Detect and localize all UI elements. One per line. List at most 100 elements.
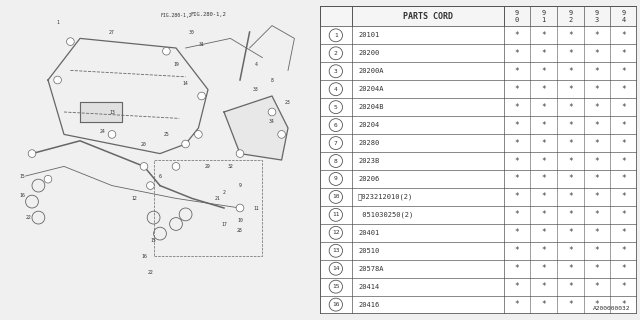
Text: *: *: [515, 228, 520, 237]
Text: *: *: [515, 246, 520, 255]
Bar: [320, 152, 637, 170]
Text: 34: 34: [269, 119, 275, 124]
Text: 21: 21: [215, 196, 220, 201]
Text: ⓝ023212010(2): ⓝ023212010(2): [358, 194, 413, 200]
Text: *: *: [515, 31, 520, 40]
Text: 5: 5: [334, 105, 338, 110]
Circle shape: [236, 150, 244, 157]
Text: 20280: 20280: [358, 140, 380, 146]
Text: *: *: [621, 121, 626, 130]
Text: 20414: 20414: [358, 284, 380, 290]
Text: 13: 13: [109, 109, 115, 115]
Text: 9: 9: [239, 183, 241, 188]
Text: *: *: [515, 49, 520, 58]
Text: *: *: [595, 246, 599, 255]
Text: 20510: 20510: [358, 248, 380, 254]
Text: *: *: [595, 67, 599, 76]
Text: *: *: [568, 192, 573, 201]
Text: 20401: 20401: [358, 230, 380, 236]
Bar: [320, 242, 637, 260]
Text: *: *: [515, 300, 520, 309]
Text: 12: 12: [332, 230, 340, 235]
Text: *: *: [568, 67, 573, 76]
Text: *: *: [568, 210, 573, 220]
Text: *: *: [541, 139, 546, 148]
Text: 6: 6: [159, 173, 161, 179]
Text: *: *: [595, 156, 599, 165]
Text: 20204B: 20204B: [358, 104, 383, 110]
Text: PARTS CORD: PARTS CORD: [403, 12, 452, 21]
Text: A200000032: A200000032: [593, 306, 630, 310]
Polygon shape: [80, 102, 122, 122]
Circle shape: [108, 131, 116, 138]
Circle shape: [278, 131, 285, 138]
Text: *: *: [568, 156, 573, 165]
Text: *: *: [621, 210, 626, 220]
Text: *: *: [621, 300, 626, 309]
Text: 14: 14: [332, 266, 340, 271]
Text: 20: 20: [141, 141, 147, 147]
Text: 20206: 20206: [358, 176, 380, 182]
Text: 20416: 20416: [358, 302, 380, 308]
Text: *: *: [568, 139, 573, 148]
Text: 19: 19: [173, 61, 179, 67]
Text: 15: 15: [20, 173, 25, 179]
Text: *: *: [541, 49, 546, 58]
Text: *: *: [595, 31, 599, 40]
Text: 4: 4: [255, 61, 257, 67]
Text: *: *: [541, 85, 546, 94]
Bar: [320, 224, 637, 242]
Text: 9
3: 9 3: [595, 10, 599, 23]
Text: 24: 24: [100, 129, 105, 134]
Circle shape: [198, 92, 205, 100]
Text: 16: 16: [20, 193, 25, 198]
Bar: [320, 206, 637, 224]
Text: 20204: 20204: [358, 122, 380, 128]
Text: 33: 33: [253, 87, 259, 92]
Text: 9
4: 9 4: [621, 10, 626, 23]
Circle shape: [182, 140, 189, 148]
Text: *: *: [515, 210, 520, 220]
Text: 20200A: 20200A: [358, 68, 383, 74]
Text: 8: 8: [271, 77, 273, 83]
Text: *: *: [541, 156, 546, 165]
Text: *: *: [515, 156, 520, 165]
Circle shape: [67, 38, 74, 45]
Text: *: *: [541, 67, 546, 76]
Text: 20200: 20200: [358, 50, 380, 56]
Text: 15: 15: [151, 237, 156, 243]
Circle shape: [163, 47, 170, 55]
Circle shape: [54, 76, 61, 84]
Text: 1: 1: [56, 20, 59, 25]
Text: *: *: [621, 228, 626, 237]
Text: *: *: [568, 246, 573, 255]
Text: *: *: [595, 228, 599, 237]
Text: *: *: [621, 264, 626, 273]
Text: *: *: [595, 139, 599, 148]
Text: *: *: [621, 31, 626, 40]
Bar: [320, 116, 637, 134]
Text: 11: 11: [253, 205, 259, 211]
Text: 2: 2: [334, 51, 338, 56]
Text: *: *: [595, 210, 599, 220]
Text: *: *: [568, 121, 573, 130]
Circle shape: [147, 182, 154, 189]
Text: *: *: [541, 31, 546, 40]
Text: *: *: [568, 31, 573, 40]
Text: *: *: [595, 49, 599, 58]
Text: *: *: [595, 174, 599, 183]
Bar: [320, 296, 637, 314]
Text: *: *: [515, 264, 520, 273]
Text: 14: 14: [183, 81, 188, 86]
Circle shape: [236, 204, 244, 212]
Text: *: *: [515, 67, 520, 76]
Text: 13: 13: [332, 248, 340, 253]
Text: 10: 10: [237, 218, 243, 223]
Circle shape: [28, 150, 36, 157]
Text: 9
2: 9 2: [568, 10, 572, 23]
Text: 9: 9: [334, 176, 338, 181]
Text: *: *: [621, 67, 626, 76]
Text: *: *: [515, 139, 520, 148]
Text: *: *: [541, 192, 546, 201]
Text: *: *: [595, 103, 599, 112]
